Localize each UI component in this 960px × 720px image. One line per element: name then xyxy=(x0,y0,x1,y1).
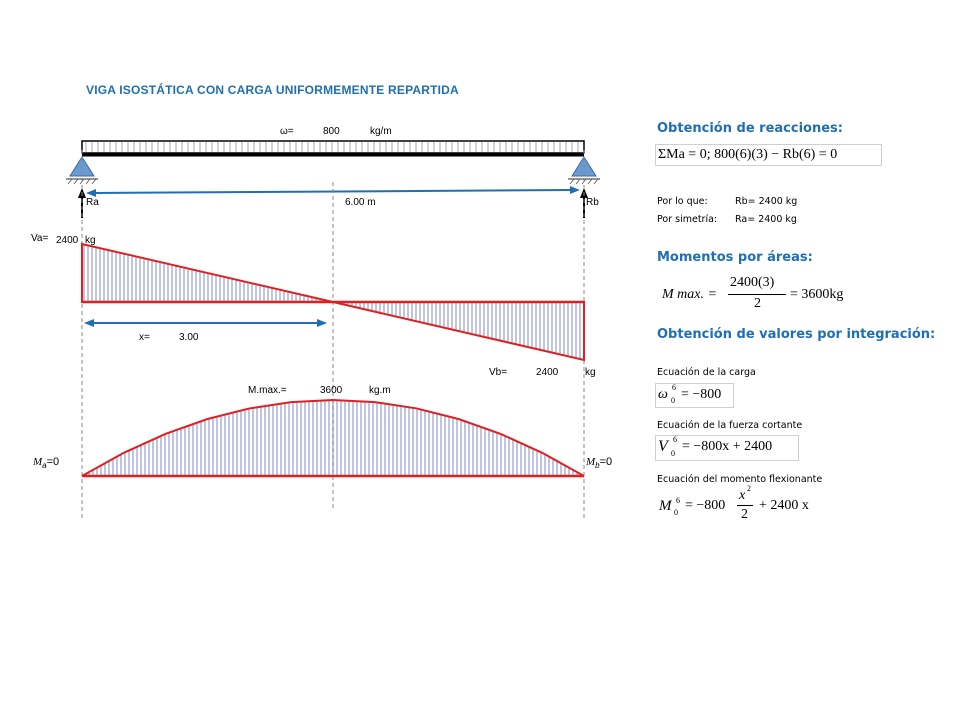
moment-curve xyxy=(81,398,585,477)
mmax-value: 3600 xyxy=(320,385,343,396)
beam xyxy=(81,140,585,154)
mb-label: Mb=0 xyxy=(586,456,613,471)
por-simetria-value: Ra= 2400 kg xyxy=(735,214,797,225)
por-simetria-label: Por simetría: xyxy=(657,214,718,225)
cortante-label: Ecuación de la fuerza cortante xyxy=(657,420,803,431)
heading-reacciones: Obtención de reacciones: xyxy=(657,121,843,136)
ra-label: Ra xyxy=(86,197,99,208)
heading-integracion: Obtención de valores por integración: xyxy=(657,327,936,342)
moment-hatch xyxy=(84,400,582,476)
omega-label: ω= xyxy=(280,126,294,137)
x-dimension-arrow xyxy=(84,319,327,327)
diagram-title: VIGA ISOSTÁTICA CON CARGA UNIFORMEMENTE … xyxy=(86,83,459,97)
carga-label: Ecuación de la carga xyxy=(657,367,756,378)
va-label: Va= xyxy=(31,233,49,244)
shear-hatch xyxy=(83,244,581,360)
omega-unit: kg/m xyxy=(370,126,392,137)
x-label: x= xyxy=(139,332,150,343)
por-lo-que-value: Rb= 2400 kg xyxy=(735,196,798,207)
va-value: 2400 xyxy=(56,235,79,246)
vb-unit: kg xyxy=(585,367,596,378)
equation-carga: ω 6 0 = −800 xyxy=(655,383,734,408)
omega-value: 800 xyxy=(323,126,340,137)
vb-label: Vb= xyxy=(489,367,508,378)
equation-cortante: V 6 0 = −800x + 2400 xyxy=(655,435,799,461)
equation-moment-sum: ΣMa = 0; 800(6)(3) − Rb(6) = 0 xyxy=(655,144,882,166)
heading-momentos-areas: Momentos por áreas: xyxy=(657,250,813,265)
mmax-label: M.max.= xyxy=(248,385,287,396)
rb-label: Rb xyxy=(586,197,599,208)
shear-area-positive xyxy=(81,242,334,303)
x-value: 3.00 xyxy=(179,332,199,343)
momento-label: Ecuación del momento flexionante xyxy=(657,474,823,485)
equation-mmax: M max. = 2400(3) 2 = 3600kg xyxy=(662,275,844,311)
shear-area-negative xyxy=(332,301,585,362)
equation-momento: M 6 0 = −800 x 2 2 + 2400 x xyxy=(659,484,809,522)
beam-load-hatch xyxy=(85,142,579,152)
por-lo-que-label: Por lo que: xyxy=(657,196,708,207)
vb-value: 2400 xyxy=(536,367,559,378)
mmax-unit: kg.m xyxy=(369,385,391,396)
ma-label: Ma=0 xyxy=(33,456,60,471)
span-label: 6.00 m xyxy=(345,197,376,208)
va-unit: kg xyxy=(85,235,96,246)
